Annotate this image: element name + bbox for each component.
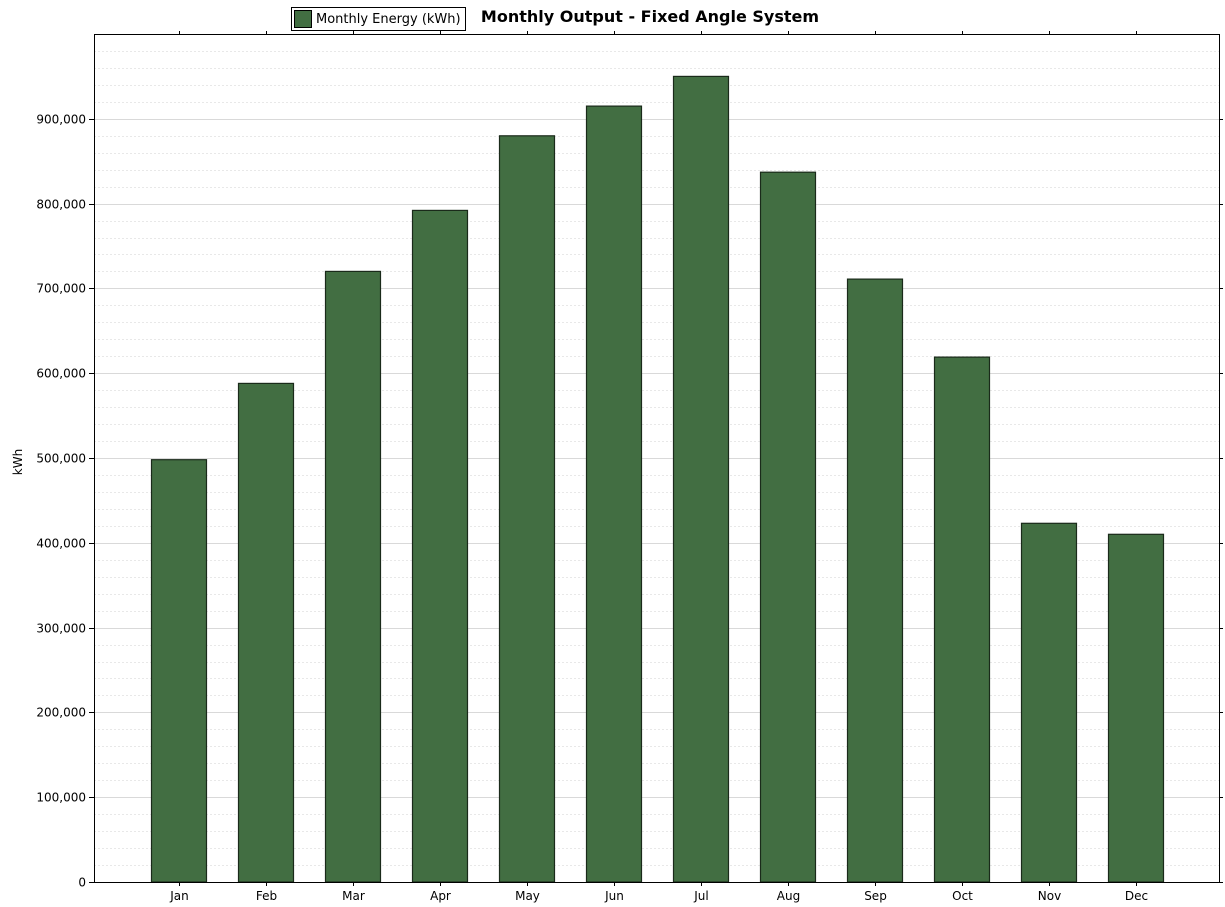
y-tick-label: 300,000 (36, 622, 86, 636)
y-tick-label: 200,000 (36, 706, 86, 720)
x-tick-label: Mar (342, 889, 365, 903)
bar-oct (933, 356, 991, 883)
x-tick-label: Sep (864, 889, 887, 903)
y-tick-label: 600,000 (36, 367, 86, 381)
bar-aug (759, 171, 817, 883)
bar-feb (237, 382, 295, 883)
axes (94, 34, 1220, 883)
bar-nov (1020, 522, 1078, 883)
bar-jul (672, 75, 730, 883)
y-tick-label: 700,000 (36, 282, 86, 296)
x-tick-label: Dec (1125, 889, 1148, 903)
bars (150, 75, 1165, 883)
legend-swatch (294, 10, 312, 28)
x-tick-label: Nov (1038, 889, 1061, 903)
x-tick-label: Jul (693, 889, 708, 903)
x-tick-label: Jun (604, 889, 624, 903)
y-tick-label: 500,000 (36, 452, 86, 466)
chart-title: Monthly Output - Fixed Angle System (481, 7, 819, 26)
bar-apr (411, 209, 469, 883)
y-tick-label: 800,000 (36, 198, 86, 212)
y-axis-ticks: 0 100,000 200,000 300,000 400,000 500,000 600,… (36, 113, 1223, 890)
bar-jun (585, 105, 643, 883)
legend: Monthly Energy (kWh) (291, 7, 466, 31)
y-tick-label: 100,000 (36, 791, 86, 805)
bar-dec (1107, 533, 1165, 883)
y-axis-label: kWh (11, 449, 25, 475)
y-tick-label: 900,000 (36, 113, 86, 127)
legend-label: Monthly Energy (kWh) (316, 11, 461, 27)
bar-may (498, 135, 556, 883)
x-tick-label: Feb (256, 889, 277, 903)
x-tick-label: Jan (169, 889, 189, 903)
bar-jan (150, 459, 208, 883)
x-tick-label: May (515, 889, 540, 903)
bar-mar (324, 270, 382, 883)
x-tick-label: Apr (430, 889, 451, 903)
x-axis-ticks: Jan Feb Mar Apr May Jun Jul Aug Sep Oct Nov Dec (169, 31, 1148, 903)
y-tick-label: 400,000 (36, 537, 86, 551)
x-tick-label: Aug (777, 889, 800, 903)
bar-sep (846, 278, 904, 883)
y-tick-label: 0 (78, 876, 86, 890)
x-tick-label: Oct (952, 889, 973, 903)
